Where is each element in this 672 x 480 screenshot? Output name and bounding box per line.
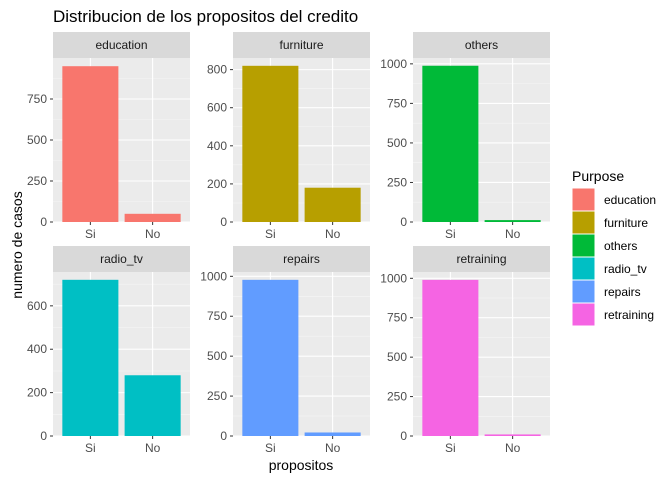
x-tick-label: No bbox=[505, 441, 521, 455]
y-tick-label: 750 bbox=[207, 309, 227, 323]
legend-item-retraining: retraining bbox=[571, 302, 654, 327]
legend: Purpose education furniture others radio_tv… bbox=[571, 168, 656, 327]
legend-item-radio-tv: radio_tv bbox=[571, 256, 647, 281]
facet-strip bbox=[53, 32, 190, 58]
bar-radio-tv-no bbox=[124, 375, 181, 436]
y-tick-label: 0 bbox=[400, 215, 407, 229]
facet-strip bbox=[233, 32, 370, 58]
legend-swatch bbox=[571, 210, 596, 235]
x-tick-label: Si bbox=[445, 441, 456, 455]
facet-education: education 0 250 500 750 Si No bbox=[27, 32, 190, 241]
y-tick-label: 600 bbox=[207, 101, 227, 115]
bar-repairs-si bbox=[242, 279, 299, 436]
facet-strip-label: retraining bbox=[456, 252, 506, 266]
y-tick-label: 750 bbox=[27, 92, 47, 106]
bar-furniture-si bbox=[242, 65, 299, 222]
y-tick-label: 500 bbox=[207, 349, 227, 363]
facet-strip bbox=[53, 246, 190, 272]
x-tick-label: No bbox=[145, 441, 161, 455]
y-tick-label: 0 bbox=[220, 215, 227, 229]
facet-strip-label: furniture bbox=[279, 38, 323, 52]
y-tick-label: 750 bbox=[387, 96, 407, 110]
x-axis-title: propositos bbox=[269, 457, 334, 473]
facet-panels: education 0 250 500 750 Si No furniture 0 200 400 6… bbox=[27, 32, 550, 455]
y-tick-label: 400 bbox=[207, 139, 227, 153]
x-tick-label: Si bbox=[445, 227, 456, 241]
y-tick-label: 400 bbox=[27, 342, 47, 356]
legend-label: radio_tv bbox=[604, 262, 647, 276]
bar-retraining-no bbox=[484, 434, 541, 436]
y-tick-label: 200 bbox=[27, 386, 47, 400]
bar-repairs-no bbox=[304, 432, 361, 436]
legend-swatch bbox=[571, 302, 596, 327]
facet-others: others 0 250 500 750 1000 Si No bbox=[380, 32, 550, 241]
x-tick-label: No bbox=[505, 227, 521, 241]
y-tick-label: 500 bbox=[27, 133, 47, 147]
y-tick-label: 200 bbox=[207, 177, 227, 191]
x-tick-label: Si bbox=[85, 227, 96, 241]
facet-strip bbox=[413, 32, 550, 58]
legend-swatch bbox=[571, 187, 596, 212]
y-axis-title: numero de casos bbox=[9, 191, 25, 298]
legend-label: repairs bbox=[604, 285, 641, 299]
legend-label: furniture bbox=[604, 216, 648, 230]
legend-title: Purpose bbox=[572, 168, 624, 184]
facet-radio-tv: radio_tv 0 200 400 600 Si No bbox=[27, 246, 190, 455]
y-tick-label: 500 bbox=[387, 136, 407, 150]
legend-label: education bbox=[604, 193, 656, 207]
bar-education-si bbox=[62, 66, 119, 222]
y-tick-label: 800 bbox=[207, 63, 227, 77]
y-tick-label: 500 bbox=[387, 350, 407, 364]
facet-strip-label: others bbox=[465, 38, 498, 52]
bar-radio-tv-si bbox=[62, 279, 119, 436]
legend-swatch bbox=[571, 256, 596, 281]
x-tick-label: No bbox=[145, 227, 161, 241]
y-tick-label: 250 bbox=[387, 390, 407, 404]
y-tick-label: 250 bbox=[27, 174, 47, 188]
facet-strip-label: radio_tv bbox=[100, 252, 143, 266]
facet-strip-label: repairs bbox=[283, 252, 320, 266]
facet-strip bbox=[413, 246, 550, 272]
legend-label: others bbox=[604, 239, 637, 253]
y-tick-label: 0 bbox=[40, 429, 47, 443]
x-tick-label: Si bbox=[265, 441, 276, 455]
legend-swatch bbox=[571, 279, 596, 304]
facet-furniture: furniture 0 200 400 600 800 Si No bbox=[207, 32, 370, 241]
legend-item-furniture: furniture bbox=[571, 210, 648, 235]
x-tick-label: Si bbox=[85, 441, 96, 455]
legend-item-education: education bbox=[571, 187, 656, 212]
x-tick-label: Si bbox=[265, 227, 276, 241]
y-tick-label: 250 bbox=[207, 389, 227, 403]
y-tick-label: 1000 bbox=[200, 269, 227, 283]
chart-title: Distribucion de los propositos del credi… bbox=[53, 7, 358, 26]
facet-strip bbox=[233, 246, 370, 272]
legend-swatch bbox=[571, 233, 596, 258]
facet-retraining: retraining 0 250 500 750 1000 Si No bbox=[380, 246, 550, 455]
y-tick-label: 750 bbox=[387, 311, 407, 325]
legend-item-others: others bbox=[571, 233, 637, 258]
y-tick-label: 1000 bbox=[380, 271, 407, 285]
bar-retraining-si bbox=[422, 279, 479, 436]
bar-others-si bbox=[422, 65, 479, 223]
facet-repairs: repairs 0 250 500 750 1000 Si No bbox=[200, 246, 370, 455]
legend-label: retraining bbox=[604, 308, 654, 322]
bar-others-no bbox=[484, 220, 541, 222]
y-tick-label: 0 bbox=[400, 429, 407, 443]
bar-furniture-no bbox=[304, 187, 361, 222]
y-tick-label: 600 bbox=[27, 299, 47, 313]
y-tick-label: 0 bbox=[220, 429, 227, 443]
bar-education-no bbox=[124, 213, 181, 222]
legend-item-repairs: repairs bbox=[571, 279, 641, 304]
y-tick-label: 1000 bbox=[380, 57, 407, 71]
y-tick-label: 250 bbox=[387, 175, 407, 189]
y-tick-label: 0 bbox=[40, 215, 47, 229]
facet-strip-label: education bbox=[95, 38, 147, 52]
x-tick-label: No bbox=[325, 227, 341, 241]
x-tick-label: No bbox=[325, 441, 341, 455]
